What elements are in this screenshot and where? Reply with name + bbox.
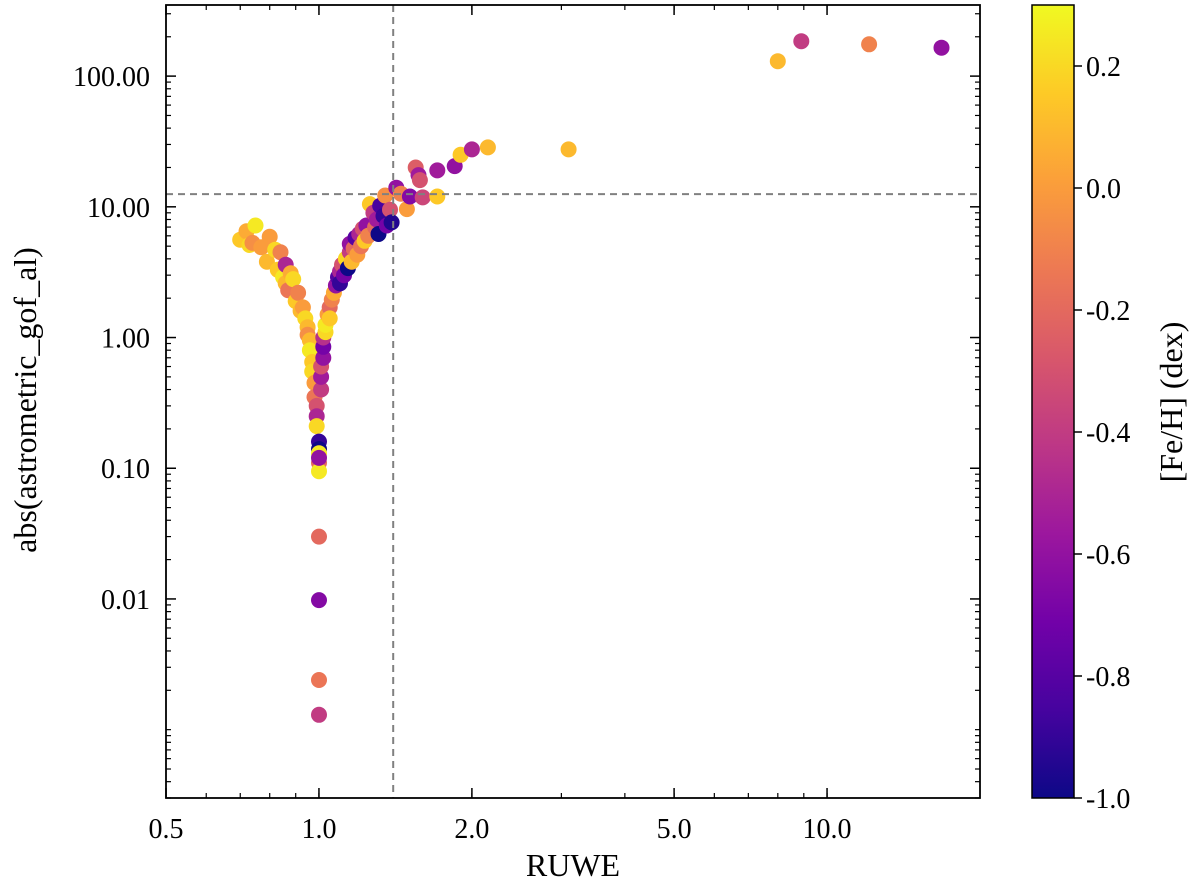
scatter-points: [232, 33, 950, 723]
colorbar-tick-label: -0.4: [1086, 418, 1130, 449]
colorbar-tick-label: 0.0: [1086, 174, 1121, 205]
data-point: [290, 284, 307, 301]
colorbar-tick-label: -0.6: [1086, 540, 1130, 571]
data-point: [321, 310, 338, 327]
data-point: [311, 592, 327, 609]
data-point: [313, 381, 330, 398]
data-point: [311, 449, 327, 466]
y-axis: 0.01 0.10 1.00 10.00 100.00: [73, 13, 980, 799]
x-axis: 0.5 1.0 2.0 5.0 10.0: [149, 5, 852, 845]
x-tick-label: 2.0: [454, 814, 489, 845]
data-point: [311, 463, 327, 480]
data-point: [311, 706, 327, 723]
colorbar-axis: -1.0 -0.8 -0.6 -0.4 -0.2 0.0 0.2: [1074, 52, 1130, 815]
data-point: [429, 188, 446, 205]
data-point: [414, 189, 431, 206]
data-point: [272, 244, 289, 261]
data-point: [377, 187, 394, 204]
colorbar: [1031, 4, 1075, 799]
y-tick-label: 0.01: [101, 585, 150, 616]
data-point: [398, 201, 415, 218]
data-point: [463, 141, 480, 158]
data-point: [261, 228, 278, 245]
data-point: [861, 36, 878, 53]
data-point: [479, 139, 496, 156]
y-tick-label: 100.00: [73, 62, 150, 93]
y-tick-label: 1.00: [101, 324, 150, 355]
x-tick-label: 10.0: [803, 814, 852, 845]
reference-lines: [166, 5, 980, 798]
x-tick-label: 1.0: [301, 814, 336, 845]
colorbar-tick-label: 0.2: [1086, 52, 1121, 83]
plot-frame: [165, 4, 981, 799]
data-point: [308, 418, 325, 435]
data-point: [285, 271, 302, 288]
data-point: [247, 217, 264, 234]
data-point: [311, 528, 327, 545]
data-point: [258, 253, 275, 270]
colorbar-tick-label: -1.0: [1086, 784, 1130, 815]
y-tick-label: 0.10: [101, 454, 150, 485]
data-point: [383, 214, 400, 231]
data-point: [315, 349, 332, 366]
data-point: [429, 162, 446, 179]
x-tick-label: 0.5: [149, 814, 184, 845]
data-point: [401, 188, 418, 205]
colorbar-tick-label: -0.8: [1086, 662, 1130, 693]
data-point: [311, 672, 327, 688]
data-point: [933, 39, 950, 56]
x-axis-label: RUWE: [526, 847, 620, 883]
data-point: [793, 33, 810, 50]
x-tick-label: 5.0: [657, 814, 692, 845]
colorbar-label: [Fe/H] (dex): [1153, 322, 1189, 483]
y-axis-label: abs(astrometric_gof_al): [7, 247, 43, 553]
data-point: [560, 141, 577, 158]
colorbar-tick-label: -0.2: [1086, 296, 1130, 327]
data-point: [769, 53, 786, 70]
y-tick-label: 10.00: [87, 193, 150, 224]
data-point: [411, 172, 428, 189]
